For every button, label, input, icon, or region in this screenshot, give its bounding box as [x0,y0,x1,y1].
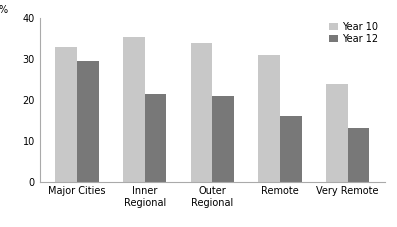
Bar [348,128,369,182]
Bar [326,84,348,182]
Bar [258,55,280,182]
Text: %: % [0,5,8,15]
Bar [280,116,302,182]
Legend: Year 10, Year 12: Year 10, Year 12 [327,20,380,46]
Bar [56,47,77,182]
Bar [212,96,234,182]
Bar [123,37,145,182]
Bar [77,61,99,182]
Bar [145,94,166,182]
Bar [191,43,212,182]
